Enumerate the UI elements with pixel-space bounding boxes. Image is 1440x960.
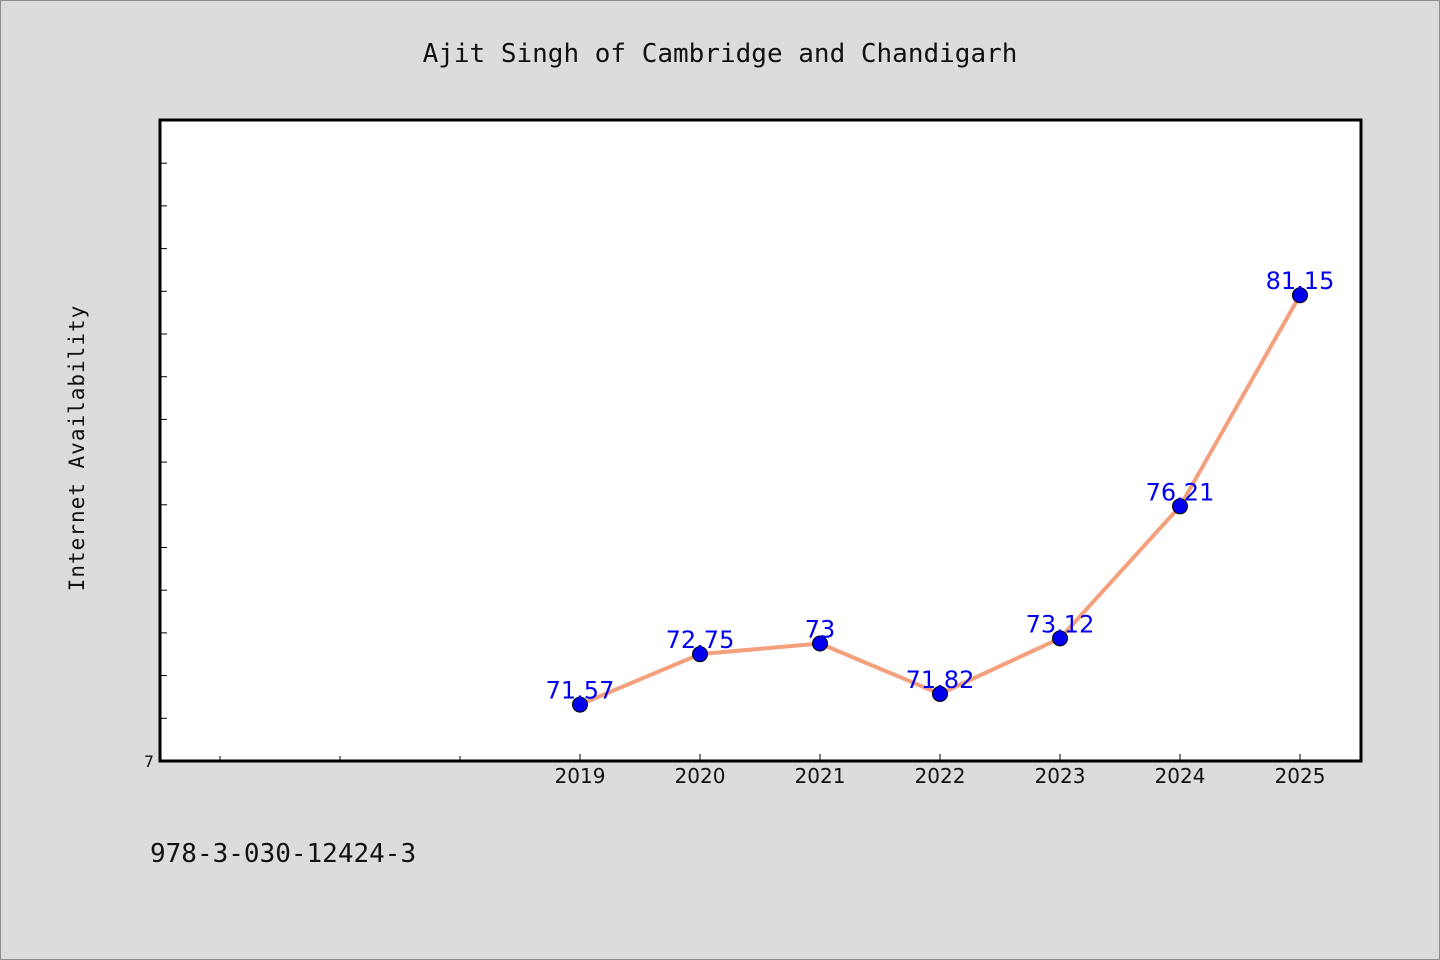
data-label: 73.12: [1026, 610, 1095, 638]
x-tick-label: 2022: [915, 764, 966, 788]
x-tick-label: 2024: [1155, 764, 1206, 788]
y-axis-label: Internet Availability: [65, 305, 89, 592]
isbn-text: 978-3-030-12424-3: [150, 839, 416, 869]
data-point: [692, 646, 708, 663]
plot-area: [158, 118, 1363, 763]
x-tick-label: 2021: [795, 764, 846, 788]
y-axis-ticks: 7: [144, 162, 167, 771]
x-tick-label: 2020: [675, 764, 726, 788]
data-point: [812, 635, 828, 652]
data-label: 76.21: [1146, 478, 1215, 506]
x-tick-label: 2019: [555, 764, 606, 788]
data-label: 72.75: [666, 626, 735, 654]
y-tick-label: 7: [144, 752, 154, 771]
data-point: [1052, 630, 1068, 647]
data-point: [572, 696, 588, 713]
data-labels: 71.57 72.75 73 71.82 73.12 76.21 81.15: [546, 267, 1335, 704]
chart-title: Ajit Singh of Cambridge and Chandigarh: [423, 39, 1018, 69]
data-point: [1172, 498, 1188, 515]
data-label: 71.82: [906, 666, 975, 694]
data-label: 81.15: [1266, 267, 1335, 295]
x-tick-label: 2023: [1035, 764, 1086, 788]
data-point: [1292, 287, 1308, 304]
data-point: [932, 685, 948, 702]
data-label: 73: [805, 615, 836, 643]
series-group: [572, 287, 1308, 713]
x-tick-label: 2025: [1275, 764, 1326, 788]
data-label: 71.57: [546, 677, 615, 705]
x-axis-ticks: 2019 2020 2021 2022 2023 2024 2025: [219, 754, 1326, 788]
